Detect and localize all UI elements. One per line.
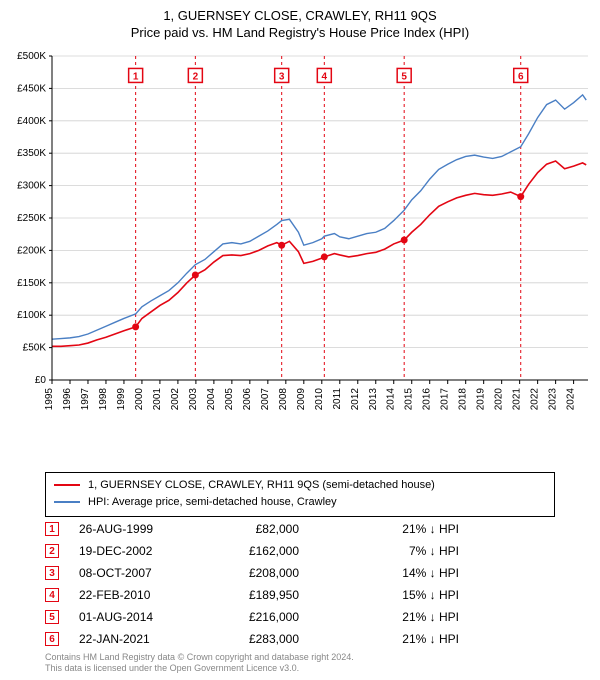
svg-text:1995: 1995 (44, 388, 55, 411)
chart-legend: 1, GUERNSEY CLOSE, CRAWLEY, RH11 9QS (se… (45, 472, 555, 517)
svg-text:1999: 1999 (116, 388, 127, 411)
svg-text:2007: 2007 (260, 388, 271, 411)
title-subtitle: Price paid vs. HM Land Registry's House … (0, 25, 600, 40)
svg-text:£200K: £200K (17, 245, 46, 256)
footer-line2: This data is licensed under the Open Gov… (45, 663, 354, 674)
svg-text:1998: 1998 (98, 388, 109, 411)
sale-price: £283,000 (229, 632, 339, 646)
svg-text:2021: 2021 (512, 388, 523, 411)
sale-marker-icon: 3 (45, 566, 59, 580)
sale-row: 5 01-AUG-2014£216,00021% ↓ HPI (45, 606, 459, 628)
svg-text:2020: 2020 (494, 388, 505, 411)
svg-text:2014: 2014 (386, 388, 397, 411)
svg-text:2017: 2017 (440, 388, 451, 411)
svg-text:2004: 2004 (206, 388, 217, 411)
svg-text:£500K: £500K (17, 51, 46, 62)
svg-text:4: 4 (322, 71, 328, 82)
sale-delta: 14% ↓ HPI (339, 566, 459, 580)
sale-date: 01-AUG-2014 (79, 610, 229, 624)
svg-text:£350K: £350K (17, 148, 46, 159)
svg-text:2013: 2013 (368, 388, 379, 411)
sale-row: 3 08-OCT-2007£208,00014% ↓ HPI (45, 562, 459, 584)
svg-text:£400K: £400K (17, 116, 46, 127)
svg-text:5: 5 (401, 71, 407, 82)
sale-date: 08-OCT-2007 (79, 566, 229, 580)
legend-item-hpi: HPI: Average price, semi-detached house,… (54, 494, 546, 511)
svg-text:2005: 2005 (224, 388, 235, 411)
attribution-footer: Contains HM Land Registry data © Crown c… (45, 652, 354, 675)
svg-text:2016: 2016 (422, 388, 433, 411)
sale-price: £216,000 (229, 610, 339, 624)
svg-text:1: 1 (133, 71, 139, 82)
svg-text:3: 3 (279, 71, 285, 82)
sale-marker-icon: 1 (45, 522, 59, 536)
sale-row: 2 19-DEC-2002£162,0007% ↓ HPI (45, 540, 459, 562)
title-address: 1, GUERNSEY CLOSE, CRAWLEY, RH11 9QS (0, 8, 600, 23)
sale-date: 26-AUG-1999 (79, 522, 229, 536)
svg-text:2018: 2018 (458, 388, 469, 411)
svg-text:£0: £0 (35, 375, 47, 386)
legend-item-property: 1, GUERNSEY CLOSE, CRAWLEY, RH11 9QS (se… (54, 477, 546, 494)
legend-swatch-hpi (54, 501, 80, 503)
footer-line1: Contains HM Land Registry data © Crown c… (45, 652, 354, 663)
sale-row: 4 22-FEB-2010£189,95015% ↓ HPI (45, 584, 459, 606)
svg-text:£300K: £300K (17, 181, 46, 192)
svg-text:2006: 2006 (242, 388, 253, 411)
sale-marker-icon: 5 (45, 610, 59, 624)
svg-text:£250K: £250K (17, 213, 46, 224)
svg-text:1996: 1996 (62, 388, 73, 411)
sale-row: 6 22-JAN-2021£283,00021% ↓ HPI (45, 628, 459, 650)
svg-text:2022: 2022 (530, 388, 541, 411)
legend-label-property: 1, GUERNSEY CLOSE, CRAWLEY, RH11 9QS (se… (88, 477, 435, 494)
sale-delta: 7% ↓ HPI (339, 544, 459, 558)
sales-table: 126-AUG-1999£82,00021% ↓ HPI219-DEC-2002… (45, 518, 459, 650)
chart-titles: 1, GUERNSEY CLOSE, CRAWLEY, RH11 9QS Pri… (0, 0, 600, 40)
sale-marker-icon: 2 (45, 544, 59, 558)
sale-marker-icon: 4 (45, 588, 59, 602)
svg-text:£100K: £100K (17, 310, 46, 321)
svg-text:2011: 2011 (332, 388, 343, 410)
sale-price: £189,950 (229, 588, 339, 602)
sale-delta: 15% ↓ HPI (339, 588, 459, 602)
sale-price: £82,000 (229, 522, 339, 536)
svg-text:2000: 2000 (134, 388, 145, 411)
legend-label-hpi: HPI: Average price, semi-detached house,… (88, 494, 337, 511)
svg-text:2001: 2001 (152, 388, 163, 411)
sale-price: £208,000 (229, 566, 339, 580)
svg-text:2008: 2008 (278, 388, 289, 411)
svg-text:2010: 2010 (314, 388, 325, 411)
svg-text:2002: 2002 (170, 388, 181, 411)
sale-price: £162,000 (229, 544, 339, 558)
sale-date: 19-DEC-2002 (79, 544, 229, 558)
sale-marker-icon: 6 (45, 632, 59, 646)
svg-text:6: 6 (518, 71, 524, 82)
svg-text:2019: 2019 (476, 388, 487, 411)
svg-text:1997: 1997 (80, 388, 91, 411)
svg-text:£50K: £50K (23, 343, 47, 354)
svg-text:2012: 2012 (350, 388, 361, 411)
legend-swatch-property (54, 484, 80, 486)
sale-delta: 21% ↓ HPI (339, 522, 459, 536)
sale-delta: 21% ↓ HPI (339, 610, 459, 624)
svg-text:£450K: £450K (17, 83, 46, 94)
svg-text:2: 2 (193, 71, 199, 82)
svg-text:2003: 2003 (188, 388, 199, 411)
svg-text:2023: 2023 (548, 388, 559, 411)
svg-text:2024: 2024 (566, 388, 577, 411)
sale-row: 1 26-AUG-1999£82,00021% ↓ HPI (45, 518, 459, 540)
sale-delta: 21% ↓ HPI (339, 632, 459, 646)
svg-text:2009: 2009 (296, 388, 307, 411)
svg-text:2015: 2015 (404, 388, 415, 411)
sale-date: 22-FEB-2010 (79, 588, 229, 602)
sale-date: 22-JAN-2021 (79, 632, 229, 646)
price-chart: £0 £50K £100K £150K £200K £250K £300K £350K £400… (8, 50, 592, 440)
svg-text:£150K: £150K (17, 278, 46, 289)
